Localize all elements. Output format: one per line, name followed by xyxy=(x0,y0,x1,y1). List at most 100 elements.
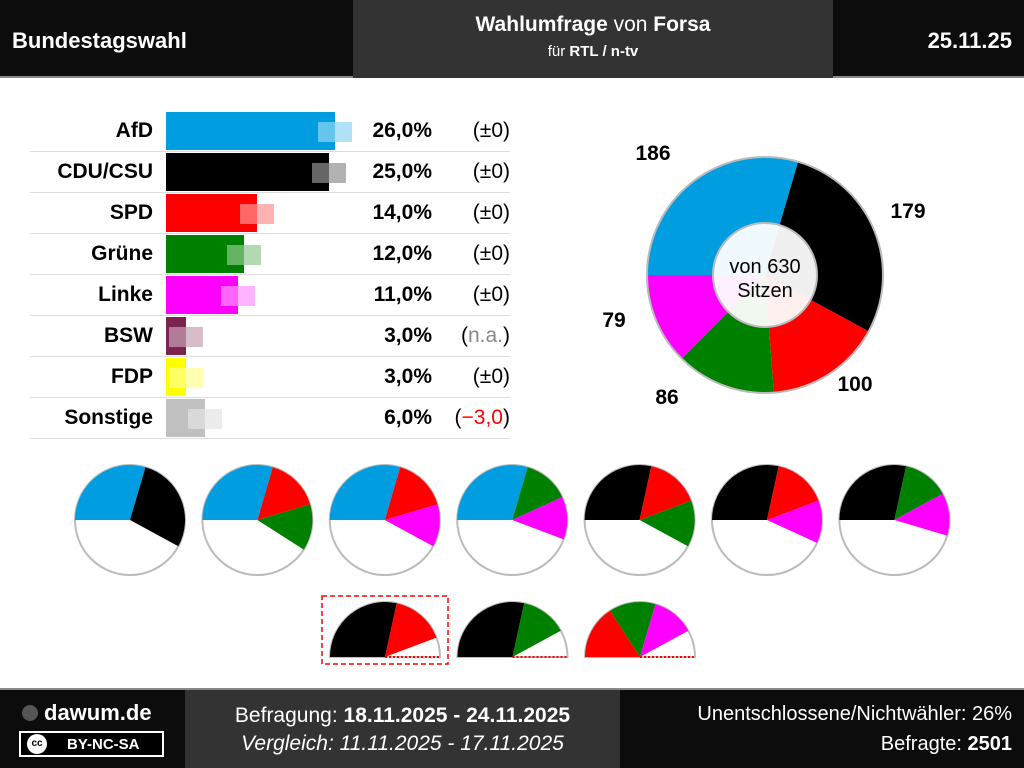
change-value: (n.a.) xyxy=(460,324,510,347)
coalition-slice xyxy=(512,467,563,520)
party-row: Grüne 12,0% (±0) xyxy=(30,234,510,275)
previous-value-marker-tail xyxy=(185,368,203,388)
institute-name: Forsa xyxy=(653,13,711,36)
change-value: (±0) xyxy=(472,283,510,306)
percent-value: 6,0% xyxy=(384,406,432,429)
percent-value: 12,0% xyxy=(372,242,432,265)
seat-count-label: 100 xyxy=(837,373,872,396)
previous-value-marker xyxy=(220,286,255,306)
change-na: n.a. xyxy=(467,324,503,347)
party-row: SPD 14,0% (±0) xyxy=(30,193,510,234)
coalition-slice xyxy=(712,465,779,520)
election-name: Bundestagswahl xyxy=(12,28,187,53)
party-row: FDP 3,0% (±0) xyxy=(30,357,510,398)
coalition-slice xyxy=(202,465,273,520)
site-logo[interactable]: dawum.de xyxy=(22,700,152,726)
poll-title: Wahlumfrage von Forsa xyxy=(353,13,833,37)
party-row: Sonstige 6,0% (−3,0) xyxy=(30,398,510,439)
majority-highlight-box xyxy=(321,595,449,665)
client-name: RTL / n-tv xyxy=(569,43,639,60)
coalition-slice xyxy=(610,601,656,657)
survey-label: Befragung: xyxy=(234,704,344,727)
coalition-slice xyxy=(894,466,943,520)
change-value: (±0) xyxy=(472,365,510,388)
party-name: AfD xyxy=(115,119,153,142)
title-connector: von xyxy=(607,13,654,36)
license-text: BY-NC-SA xyxy=(67,736,140,753)
party-name: BSW xyxy=(104,324,153,347)
logo-icon xyxy=(22,705,38,721)
coalition-slice xyxy=(639,500,695,547)
change-value: (±0) xyxy=(472,160,510,183)
coalition-slice xyxy=(585,610,640,657)
coalition-slice xyxy=(75,465,146,520)
previous-value-marker xyxy=(240,204,274,224)
center-label-unit: Sitzen xyxy=(737,280,793,302)
coalition-slice xyxy=(894,493,950,536)
coalition-slice xyxy=(385,603,437,657)
change-value: (±0) xyxy=(472,242,510,265)
coalition-slice xyxy=(639,466,692,520)
bar xyxy=(166,317,186,355)
previous-value-marker xyxy=(168,327,203,347)
party-name: Grüne xyxy=(91,242,153,265)
coalition-slice xyxy=(329,464,401,520)
party-name: FDP xyxy=(111,365,153,388)
previous-value-marker-tail xyxy=(244,245,261,265)
coalition-slice xyxy=(767,466,819,520)
pie-outline xyxy=(646,156,884,394)
previous-value-marker-tail xyxy=(237,286,255,306)
bar xyxy=(166,153,329,191)
party-row: AfD 26,0% (±0) xyxy=(30,111,510,152)
poll-client: für RTL / n-tv xyxy=(353,43,833,60)
pie-center xyxy=(712,222,818,328)
survey-period: Befragung: 18.11.2025 - 24.11.2025 xyxy=(185,704,620,728)
coalition-slice xyxy=(767,500,822,543)
seat-count-label: 86 xyxy=(655,386,678,409)
percent-value: 11,0% xyxy=(373,283,432,306)
percent-value: 25,0% xyxy=(372,160,432,183)
bar xyxy=(166,399,205,437)
percent-value: 3,0% xyxy=(384,365,432,388)
percent-value: 26,0% xyxy=(372,119,432,142)
change-negative: −3,0 xyxy=(461,406,503,429)
poll-date: 25.11.25 xyxy=(927,28,1012,53)
change-value: (−3,0) xyxy=(454,406,510,429)
party-row: CDU/CSU 25,0% (±0) xyxy=(30,152,510,193)
cc-icon: cc xyxy=(27,734,47,754)
previous-value-marker-tail xyxy=(185,327,203,347)
bar xyxy=(166,112,335,150)
undecided-share: Unentschlossene/Nichtwähler: 26% xyxy=(697,703,1012,725)
party-row: BSW 3,0% (n.a.) xyxy=(30,316,510,357)
license-badge[interactable]: cc BY-NC-SA xyxy=(19,731,164,757)
bar xyxy=(166,276,238,314)
coalition-slice xyxy=(130,467,185,547)
site-name: dawum.de xyxy=(44,700,152,725)
party-row: Linke 11,0% (±0) xyxy=(30,275,510,316)
footer-dates: Befragung: 18.11.2025 - 24.11.2025 Vergl… xyxy=(185,690,620,768)
coalition-slice xyxy=(839,465,907,520)
seat-count-label: 179 xyxy=(890,200,925,223)
previous-value-marker xyxy=(227,245,261,265)
party-name: CDU/CSU xyxy=(57,160,153,183)
coalition-slice xyxy=(257,467,311,520)
respondents-count: 2501 xyxy=(967,733,1013,755)
change-value: (±0) xyxy=(472,119,510,142)
seat-count-label: 186 xyxy=(635,142,670,165)
center-label-total: von 630 xyxy=(729,256,800,278)
coalition-slice xyxy=(512,603,561,657)
previous-value-marker xyxy=(311,163,346,183)
bar xyxy=(166,235,244,273)
coalition-slice xyxy=(384,467,438,520)
coalition-slice xyxy=(457,464,528,520)
coalition-slice xyxy=(330,602,397,657)
header-title-block: Wahlumfrage von Forsa für RTL / n-tv xyxy=(353,0,833,78)
percent-value: 14,0% xyxy=(372,201,432,224)
bar xyxy=(166,194,257,232)
previous-value-marker-tail xyxy=(205,409,222,429)
percent-value: 3,0% xyxy=(384,324,432,347)
respondents-label: Befragte: xyxy=(880,733,968,755)
footer-bar: dawum.de cc BY-NC-SA Befragung: 18.11.202… xyxy=(0,688,1024,768)
client-prefix: für xyxy=(547,43,570,60)
